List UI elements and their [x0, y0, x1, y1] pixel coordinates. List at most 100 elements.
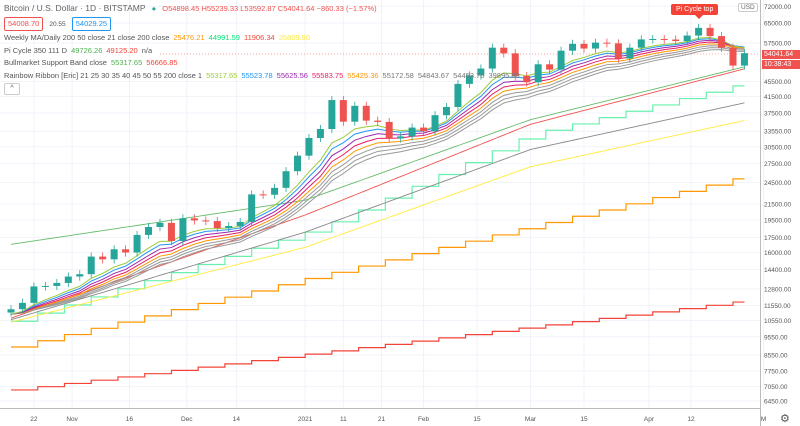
price-tick-label: 33550.00 [764, 129, 791, 136]
candle [740, 53, 748, 66]
indicator-row[interactable]: Rainbow Ribbon [Eric] 21 25 30 35 40 45 … [4, 71, 524, 81]
rainbow-ribbon-ema-55 [10, 49, 745, 315]
candle [569, 43, 577, 51]
indicator-row[interactable]: Pi Cycle 350 111 D 49726.26 49125.20 n/a [4, 46, 156, 56]
candle [282, 171, 290, 188]
candle [99, 256, 107, 260]
price-tick-label: 37500.00 [764, 110, 791, 117]
candle [53, 282, 61, 286]
time-tick-label: Mar [525, 416, 537, 423]
price-tick-label: 65000.00 [764, 21, 791, 28]
indicator-row[interactable]: Weekly MA/Daily 200 50 close 21 close 20… [4, 33, 314, 43]
bar-countdown: 10:38:43 [762, 60, 800, 69]
candle [339, 100, 347, 122]
price-tick-label: 9550.00 [764, 334, 788, 341]
indicator-value: 11906.34 [243, 33, 275, 42]
candle [305, 137, 313, 156]
candle [397, 136, 405, 139]
candle [64, 276, 72, 283]
indicator-value: 55317.65 [206, 70, 238, 80]
last-price-tag: 54041.64 [762, 50, 800, 59]
candle [649, 38, 657, 40]
candle [374, 120, 382, 122]
candle [477, 68, 485, 76]
spread-value: 20.55 [49, 21, 66, 28]
indicator-row[interactable]: Bullmarket Support Band close 55317.65 566… [4, 58, 182, 68]
candle [385, 121, 393, 139]
candle [683, 35, 691, 42]
time-tick-label: Nov [66, 416, 78, 423]
pi-cycle-350x2-line [10, 66, 745, 245]
indicator-value: 54453.76 [453, 70, 485, 80]
rainbow-ribbon-ema-50 [10, 47, 745, 315]
settings-gear-icon[interactable]: ⚙ [780, 413, 790, 425]
candle [614, 43, 622, 59]
indicator-name: Bullmarket Support Band close [4, 58, 107, 67]
candle [408, 127, 416, 137]
candle [133, 234, 141, 253]
weekly-200-ma-line [11, 178, 745, 348]
candle [557, 50, 565, 70]
candle [500, 47, 508, 54]
candle [546, 64, 554, 70]
candle [626, 47, 634, 59]
price-tick-label: 8550.00 [764, 352, 788, 359]
price-tick-label: 7750.00 [764, 368, 788, 375]
market-open-icon: ● [151, 4, 157, 13]
candle [718, 36, 726, 48]
candle [87, 256, 95, 275]
price-tick-label: 24500.00 [764, 180, 791, 187]
candle [179, 218, 187, 241]
price-tick-label: 72000.00 [764, 4, 791, 11]
indicator-value: 39895.80 [488, 70, 520, 80]
candle [213, 221, 221, 229]
indicator-value: 55523.78 [241, 70, 273, 80]
indicator-value: 25476.21 [173, 33, 205, 42]
time-tick-label: Apr [644, 416, 655, 423]
price-tick-label: 10550.00 [764, 318, 791, 325]
candle [591, 42, 599, 49]
symbol-title[interactable]: Bitcoin / U.S. Dollar · 1D · BITSTAMP [4, 3, 146, 13]
price-tick-label: 41500.00 [764, 94, 791, 101]
time-tick-label: Dec [181, 416, 193, 423]
candle [316, 129, 324, 138]
time-tick-label: 12 [687, 416, 695, 423]
sell-button[interactable]: 54008.70 [4, 17, 44, 31]
indicator-value: 56666.85 [146, 58, 178, 67]
candle [420, 127, 428, 132]
candle [351, 105, 359, 122]
indicator-value: n/a [141, 45, 153, 55]
price-tick-label: 21500.00 [764, 201, 791, 208]
candle [534, 64, 542, 83]
candle [465, 75, 473, 84]
candle [294, 155, 301, 172]
rainbow-ribbon-ema-35 [10, 41, 745, 315]
ma-yellow-line [10, 120, 745, 323]
indicator-value: 55172.58 [382, 70, 414, 80]
time-tick-label: 16 [126, 416, 134, 423]
time-tick-label: M [761, 416, 766, 423]
candle [202, 220, 210, 222]
rainbow-ribbon-ema-45 [10, 45, 745, 315]
candle [156, 222, 164, 227]
ma-200-gray-line [10, 102, 745, 321]
candle [248, 194, 256, 222]
indicator-name: Rainbow Ribbon [Eric] 21 25 30 35 40 45 … [4, 70, 203, 80]
candle [660, 38, 668, 40]
price-tick-label: 7050.00 [764, 384, 788, 391]
candle [76, 274, 84, 277]
candle [328, 100, 336, 130]
candle [695, 27, 703, 36]
candle [580, 43, 588, 49]
price-tick-label: 45500.00 [764, 79, 791, 86]
buy-button[interactable]: 54029.25 [71, 17, 112, 31]
currency-label[interactable]: USD [738, 3, 758, 12]
time-tick-label: 2021 [298, 416, 313, 423]
weekly-ma-mint-line [11, 85, 745, 322]
time-tick-label: 15 [580, 416, 588, 423]
indicator-value: 55425.36 [347, 70, 379, 80]
price-tick-label: 27500.00 [764, 161, 791, 168]
candle [523, 76, 531, 83]
collapse-legend-button[interactable]: ^ [4, 83, 20, 95]
